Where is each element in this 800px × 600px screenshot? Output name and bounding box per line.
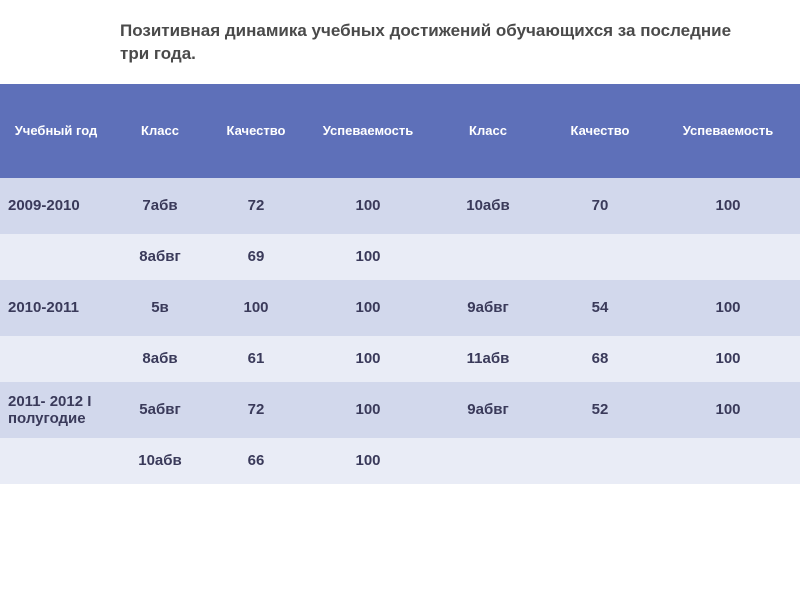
cell-3-5: 68 <box>544 336 656 382</box>
cell-4-0: 2011- 2012 I полугодие <box>0 382 112 438</box>
cell-2-1: 5в <box>112 280 208 336</box>
cell-5-6 <box>656 438 800 484</box>
table-row: 2009-20107абв7210010абв70100 <box>0 178 800 234</box>
cell-0-5: 70 <box>544 178 656 234</box>
cell-0-6: 100 <box>656 178 800 234</box>
cell-5-4 <box>432 438 544 484</box>
cell-2-0: 2010-2011 <box>0 280 112 336</box>
cell-3-3: 100 <box>304 336 432 382</box>
table-header-row: Учебный годКлассКачествоУспеваемостьКлас… <box>0 84 800 178</box>
cell-3-6: 100 <box>656 336 800 382</box>
achievements-table: Учебный годКлассКачествоУспеваемостьКлас… <box>0 84 800 484</box>
table-body: 2009-20107абв7210010абв701008абвг6910020… <box>0 178 800 484</box>
cell-2-2: 100 <box>208 280 304 336</box>
cell-0-2: 72 <box>208 178 304 234</box>
cell-3-1: 8абв <box>112 336 208 382</box>
cell-4-2: 72 <box>208 382 304 438</box>
table-row: 8абвг69100 <box>0 234 800 280</box>
cell-0-0: 2009-2010 <box>0 178 112 234</box>
cell-2-6: 100 <box>656 280 800 336</box>
table-row: 10абв66100 <box>0 438 800 484</box>
cell-5-0 <box>0 438 112 484</box>
title-wrap: Позитивная динамика учебных достижений о… <box>0 0 800 84</box>
cell-0-1: 7абв <box>112 178 208 234</box>
cell-1-2: 69 <box>208 234 304 280</box>
cell-5-5 <box>544 438 656 484</box>
cell-4-4: 9абвг <box>432 382 544 438</box>
cell-4-1: 5абвг <box>112 382 208 438</box>
table-row: 8абв6110011абв68100 <box>0 336 800 382</box>
cell-2-5: 54 <box>544 280 656 336</box>
cell-5-2: 66 <box>208 438 304 484</box>
cell-1-4 <box>432 234 544 280</box>
cell-3-4: 11абв <box>432 336 544 382</box>
cell-4-5: 52 <box>544 382 656 438</box>
cell-1-0 <box>0 234 112 280</box>
cell-3-0 <box>0 336 112 382</box>
cell-5-3: 100 <box>304 438 432 484</box>
cell-0-4: 10абв <box>432 178 544 234</box>
slide-container: Позитивная динамика учебных достижений о… <box>0 0 800 600</box>
cell-5-1: 10абв <box>112 438 208 484</box>
cell-1-1: 8абвг <box>112 234 208 280</box>
cell-4-3: 100 <box>304 382 432 438</box>
col-header-2: Качество <box>208 84 304 178</box>
col-header-4: Класс <box>432 84 544 178</box>
cell-2-4: 9абвг <box>432 280 544 336</box>
col-header-6: Успеваемость <box>656 84 800 178</box>
cell-2-3: 100 <box>304 280 432 336</box>
cell-1-5 <box>544 234 656 280</box>
col-header-3: Успеваемость <box>304 84 432 178</box>
slide-title: Позитивная динамика учебных достижений о… <box>120 20 740 66</box>
cell-1-3: 100 <box>304 234 432 280</box>
table-row: 2011- 2012 I полугодие5абвг721009абвг521… <box>0 382 800 438</box>
cell-4-6: 100 <box>656 382 800 438</box>
cell-1-6 <box>656 234 800 280</box>
cell-3-2: 61 <box>208 336 304 382</box>
table-row: 2010-20115в1001009абвг54100 <box>0 280 800 336</box>
col-header-5: Качество <box>544 84 656 178</box>
col-header-1: Класс <box>112 84 208 178</box>
cell-0-3: 100 <box>304 178 432 234</box>
col-header-0: Учебный год <box>0 84 112 178</box>
